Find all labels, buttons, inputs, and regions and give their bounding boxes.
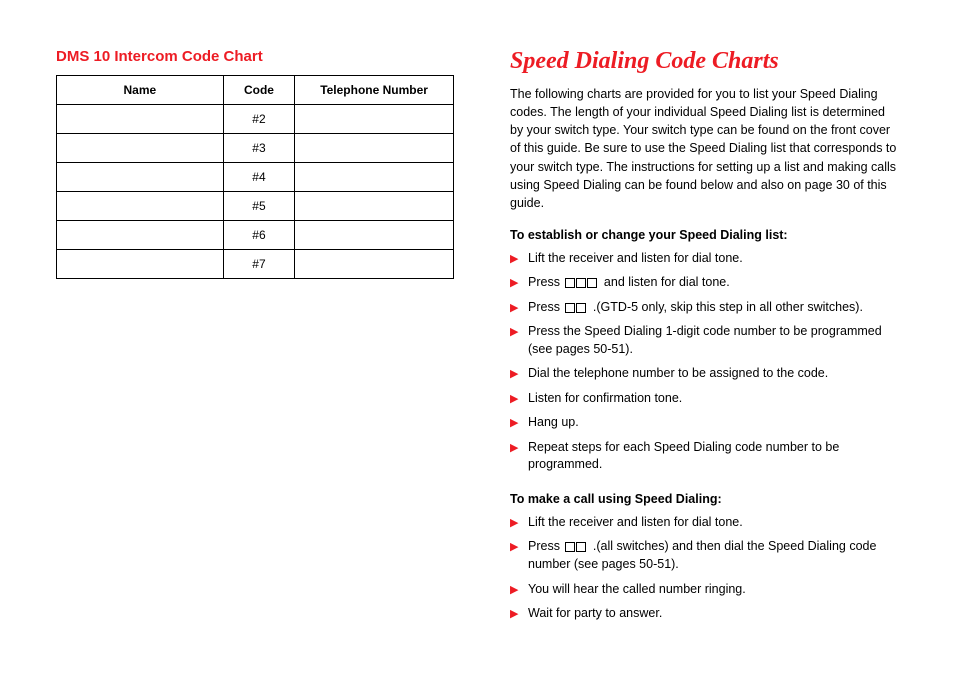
step-item: ▶ Listen for confirmation tone. [510,390,898,408]
cell-tel [295,192,454,221]
table-row: #4 [57,163,454,192]
step-text: Wait for party to answer. [528,606,662,620]
cell-name [57,192,224,221]
bullet-arrow-icon: ▶ [510,252,518,267]
call-steps-list: ▶ Lift the receiver and listen for dial … [510,514,898,623]
cell-code: #4 [223,163,294,192]
step-item: ▶ Press the Speed Dialing 1-digit code n… [510,323,898,358]
intercom-chart-heading: DMS 10 Intercom Code Chart [56,48,454,65]
intercom-code-table: Name Code Telephone Number #2 #3 [56,75,454,279]
step-item: ▶ Lift the receiver and listen for dial … [510,250,898,268]
keypad-symbol-two-icon [565,299,587,317]
table-header-row: Name Code Telephone Number [57,76,454,105]
step-text-pre: Press [528,275,563,289]
bullet-arrow-icon: ▶ [510,367,518,382]
cell-code: #2 [223,105,294,134]
cell-tel [295,250,454,279]
step-text: Repeat steps for each Speed Dialing code… [528,440,839,472]
right-column: Speed Dialing Code Charts The following … [510,48,898,641]
cell-tel [295,105,454,134]
cell-name [57,221,224,250]
keypad-symbol-three-icon [565,274,598,292]
step-text: Press the Speed Dialing 1-digit code num… [528,324,882,356]
bullet-arrow-icon: ▶ [510,607,518,622]
intro-paragraph: The following charts are provided for yo… [510,85,898,212]
step-text: Dial the telephone number to be assigned… [528,366,828,380]
table-row: #5 [57,192,454,221]
step-text: You will hear the called number ringing. [528,582,746,596]
bullet-arrow-icon: ▶ [510,276,518,291]
bullet-arrow-icon: ▶ [510,392,518,407]
cell-name [57,163,224,192]
cell-code: #7 [223,250,294,279]
bullet-arrow-icon: ▶ [510,301,518,316]
step-item: ▶ Press .(all switches) and then dial th… [510,538,898,573]
step-item: ▶ Repeat steps for each Speed Dialing co… [510,439,898,474]
step-item: ▶ Wait for party to answer. [510,605,898,623]
establish-steps-list: ▶ Lift the receiver and listen for dial … [510,250,898,474]
step-item: ▶ Press .(GTD-5 only, skip this step in … [510,299,898,317]
bullet-arrow-icon: ▶ [510,516,518,531]
cell-name [57,134,224,163]
step-text: Lift the receiver and listen for dial to… [528,251,743,265]
col-tel: Telephone Number [295,76,454,105]
cell-tel [295,134,454,163]
keypad-symbol-two-icon [565,538,587,556]
step-item: ▶ Dial the telephone number to be assign… [510,365,898,383]
bullet-arrow-icon: ▶ [510,583,518,598]
cell-code: #6 [223,221,294,250]
col-name: Name [57,76,224,105]
step-text: Listen for confirmation tone. [528,391,682,405]
step-text: Lift the receiver and listen for dial to… [528,515,743,529]
step-item: ▶ Press and listen for dial tone. [510,274,898,292]
cell-tel [295,221,454,250]
step-item: ▶ Lift the receiver and listen for dial … [510,514,898,532]
step-text-pre: Press [528,300,563,314]
call-subheading: To make a call using Speed Dialing: [510,492,898,506]
table-row: #6 [57,221,454,250]
col-code: Code [223,76,294,105]
step-text-pre: Press [528,540,563,554]
cell-code: #5 [223,192,294,221]
cell-code: #3 [223,134,294,163]
bullet-arrow-icon: ▶ [510,325,518,340]
cell-name [57,250,224,279]
table-row: #3 [57,134,454,163]
step-item: ▶ You will hear the called number ringin… [510,581,898,599]
table-row: #7 [57,250,454,279]
step-text-post: .(GTD-5 only, skip this step in all othe… [593,300,863,314]
cell-name [57,105,224,134]
establish-subheading: To establish or change your Speed Dialin… [510,228,898,242]
step-text: Hang up. [528,415,579,429]
page: DMS 10 Intercom Code Chart Name Code Tel… [0,0,954,641]
bullet-arrow-icon: ▶ [510,416,518,431]
bullet-arrow-icon: ▶ [510,441,518,456]
bullet-arrow-icon: ▶ [510,540,518,555]
step-text-post: and listen for dial tone. [604,275,730,289]
table-row: #2 [57,105,454,134]
speed-dialing-heading: Speed Dialing Code Charts [510,48,898,75]
step-item: ▶ Hang up. [510,414,898,432]
left-column: DMS 10 Intercom Code Chart Name Code Tel… [56,48,454,641]
cell-tel [295,163,454,192]
